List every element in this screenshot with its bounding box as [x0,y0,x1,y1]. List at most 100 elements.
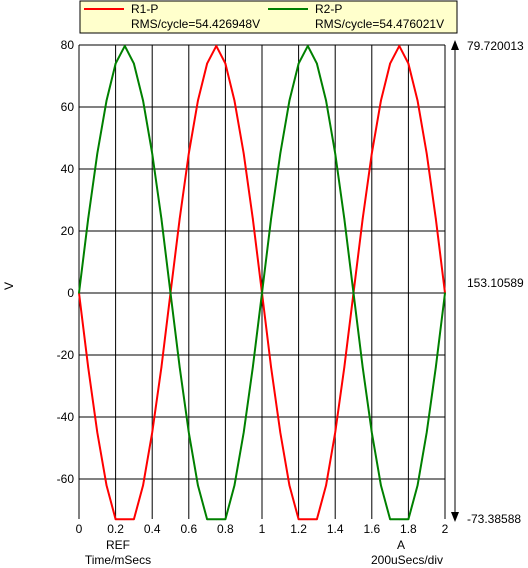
data-point-r1-p [178,217,181,220]
x-tick-label: 0.8 [217,522,234,536]
y-tick-label: -40 [57,410,75,424]
data-point-r2-p [325,100,327,102]
cursor-a-label: A [397,538,405,552]
data-point-r2-p [78,292,80,294]
data-point-r1-p [160,366,163,369]
y-axis-label: V [2,282,16,290]
data-point-r2-p [389,518,391,521]
x-tick-label: 1.4 [327,522,344,536]
x-tick-label: 0.2 [107,522,124,536]
data-point-r2-p [307,45,309,47]
data-point-r1-p [96,431,99,434]
right-scale-top-label: 79.720013 [467,39,524,53]
data-point-r2-p [206,518,208,521]
y-tick-label: 40 [61,162,75,176]
data-point-r2-p [261,292,263,294]
x-tick-label: 0.6 [180,522,197,536]
data-point-r2-p [142,100,144,102]
data-point-r2-p [444,292,446,294]
data-point-r2-p [96,152,99,155]
legend-rms-r1p: RMS/cycle=54.426948V [131,17,260,31]
data-point-r1-p [197,100,199,102]
data-point-r1-p [389,62,391,65]
data-point-r2-p [416,484,419,487]
data-point-r2-p [343,217,346,220]
data-point-r1-p [279,431,282,434]
time-per-div-label: 200uSecs/div [371,553,443,567]
x-tick-label: 1.8 [400,522,417,536]
legend-box [79,0,458,34]
y-tick-label: 20 [61,224,75,238]
y-tick-label: 0 [67,286,74,300]
data-point-r1-p [288,484,291,487]
y-tick-label: 60 [61,100,75,114]
right-scale-axis: 79.720013 153.10589 -73.38588 [451,39,524,526]
x-tick-label: 1.2 [290,522,307,536]
data-point-r1-p [435,217,437,220]
data-point-r2-p [215,518,218,521]
data-point-r2-p [425,431,428,434]
data-point-r2-p [242,431,245,434]
data-point-r2-p [270,217,272,220]
series-layer [78,44,446,521]
x-tick-labels: 0 0.2 0.4 0.6 0.8 1 1.2 1.4 1.6 1.8 2 [76,522,449,536]
data-point-r2-p [252,366,254,369]
data-point-r2-p [87,217,89,220]
data-point-r1-p [316,518,318,521]
legend-name-r2p: R2-P [315,2,342,16]
data-point-r1-p [425,152,428,155]
legend-rms-r2p: RMS/cycle=54.476021V [315,17,444,31]
data-point-r1-p [307,518,309,521]
data-point-r1-p [398,45,401,47]
data-point-r2-p [288,100,291,102]
legend: R1-P RMS/cycle=54.426948V R2-P RMS/cycle… [79,0,458,34]
legend-name-r1p: R1-P [131,2,158,16]
data-point-r1-p [114,518,117,521]
data-point-r1-p [188,152,190,155]
data-point-r2-p [133,62,135,65]
cursor-ref-label: REF [106,538,130,552]
data-point-r2-p [371,431,373,434]
data-point-r1-p [151,431,153,434]
grid [78,44,446,519]
data-point-r1-p [416,100,419,102]
data-point-r1-p [334,431,337,434]
data-point-r2-p [361,366,364,369]
data-point-r1-p [206,62,208,65]
data-point-r1-p [142,484,144,487]
data-point-r1-p [297,518,300,521]
right-scale-arrow-down [451,512,459,522]
data-point-r1-p [87,366,89,369]
data-point-r1-p [407,62,410,65]
y-tick-labels: 80 60 40 20 0 -20 -40 -60 [57,38,75,486]
data-point-r2-p [224,518,227,521]
data-point-r2-p [316,62,318,65]
x-tick-label: 2 [442,522,449,536]
x-tick-label: 1 [259,522,266,536]
y-tick-label: 80 [61,38,75,52]
data-point-r2-p [197,484,199,487]
x-axis-label: Time/mSecs [85,553,151,567]
data-point-r2-p [398,518,401,521]
x-tick-label: 1.6 [363,522,380,536]
data-point-r1-p [343,366,346,369]
data-point-r2-p [297,62,300,65]
data-point-r1-p [242,152,245,155]
data-point-r2-p [334,152,337,155]
data-point-r2-p [114,62,117,65]
data-point-r2-p [169,292,172,294]
right-scale-bottom-label: -73.38588 [467,512,521,526]
data-point-r1-p [270,366,272,369]
data-point-r2-p [380,484,382,487]
data-point-r2-p [407,518,410,521]
data-point-r2-p [188,431,190,434]
data-point-r1-p [361,217,364,220]
data-point-r1-p [133,518,135,521]
y-tick-label: -20 [57,348,75,362]
data-point-r1-p [380,100,382,102]
right-scale-mid-label: 153.10589 [467,276,524,290]
data-point-r1-p [233,100,236,102]
data-point-r2-p [151,152,153,155]
x-tick-label: 0.4 [144,522,161,536]
